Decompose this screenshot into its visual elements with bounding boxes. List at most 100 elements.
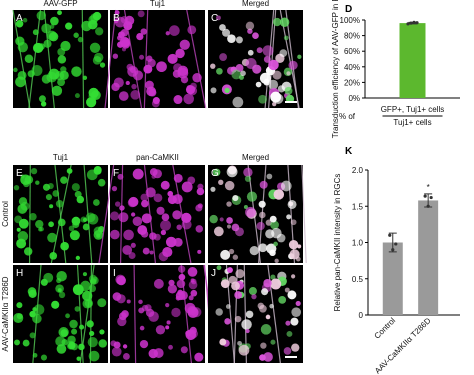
cell	[269, 249, 276, 257]
cell	[287, 290, 297, 300]
cell	[41, 74, 51, 84]
cell	[35, 219, 44, 229]
panel-letter: J	[211, 268, 216, 279]
cell	[16, 227, 21, 232]
cell	[43, 39, 52, 48]
cell	[186, 85, 193, 91]
cell	[88, 274, 98, 284]
cell	[228, 248, 235, 255]
cell	[235, 36, 243, 44]
cell	[27, 70, 35, 78]
y-tick-label: 2.0	[352, 166, 364, 175]
cell	[288, 60, 298, 70]
column-title: pan-CaMKII	[136, 153, 179, 162]
cell	[32, 313, 42, 324]
cell	[117, 173, 124, 180]
cell	[194, 352, 204, 362]
cell	[32, 42, 44, 54]
cell	[114, 201, 121, 207]
cell	[55, 199, 64, 208]
cell	[51, 85, 63, 96]
cell	[168, 279, 175, 286]
cell	[38, 95, 46, 103]
cell	[74, 306, 81, 312]
cell	[165, 325, 170, 330]
cell	[82, 217, 88, 222]
cell	[48, 68, 60, 80]
cell	[55, 336, 66, 347]
cell	[219, 338, 227, 346]
cell	[181, 181, 193, 193]
cell	[188, 295, 194, 301]
cell	[273, 241, 278, 247]
cell	[231, 281, 240, 291]
cell	[110, 229, 120, 240]
cell	[165, 31, 170, 36]
cell	[112, 53, 119, 59]
cell	[15, 76, 26, 88]
cell	[126, 299, 131, 304]
cell	[246, 191, 258, 202]
y-tick-label: 1.0	[352, 239, 364, 248]
cell	[283, 35, 289, 41]
cell	[262, 45, 274, 57]
cell	[260, 324, 272, 335]
cell	[220, 279, 230, 289]
cell	[251, 294, 257, 300]
prefix: % of	[339, 112, 356, 121]
cell	[89, 42, 101, 53]
cell	[226, 166, 238, 178]
cell	[72, 284, 84, 296]
cell	[113, 341, 121, 349]
cell	[15, 19, 24, 28]
cell	[259, 180, 268, 189]
cell	[57, 218, 66, 227]
cell	[136, 32, 144, 41]
cell	[265, 314, 271, 320]
cell	[15, 36, 25, 46]
cell	[284, 86, 293, 95]
cell	[14, 339, 20, 346]
cell	[261, 288, 269, 296]
cell	[153, 193, 163, 203]
cell	[210, 186, 216, 192]
cell	[219, 53, 228, 61]
cell	[173, 173, 183, 183]
cell	[156, 206, 165, 215]
y-tick-label: 1.5	[352, 202, 364, 211]
cell	[71, 183, 80, 192]
panel-letter: K	[345, 146, 353, 157]
cell	[225, 304, 231, 309]
cell	[122, 344, 128, 349]
panel-letter: F	[113, 168, 119, 179]
cell	[13, 313, 24, 324]
cell	[76, 356, 81, 361]
cell	[173, 95, 183, 105]
cell	[152, 97, 160, 105]
cell	[71, 328, 78, 335]
cell	[60, 241, 69, 251]
cell	[226, 201, 232, 207]
bar	[399, 23, 426, 98]
cell	[213, 226, 224, 237]
data-point	[409, 21, 413, 25]
cell	[77, 36, 84, 43]
cell	[178, 265, 186, 273]
cell	[120, 16, 129, 24]
cell	[119, 205, 125, 211]
column-title: Merged	[242, 153, 269, 162]
cell	[173, 63, 183, 73]
panel-letter: I	[113, 268, 116, 279]
cell	[283, 347, 292, 355]
cell	[112, 292, 122, 301]
cell	[49, 24, 55, 29]
cell	[123, 229, 134, 241]
cell	[52, 190, 60, 197]
cell	[32, 29, 39, 36]
cell	[245, 329, 250, 334]
cell	[84, 299, 94, 308]
cell	[153, 233, 161, 241]
cell	[140, 193, 148, 202]
row-label: Control	[1, 201, 10, 227]
